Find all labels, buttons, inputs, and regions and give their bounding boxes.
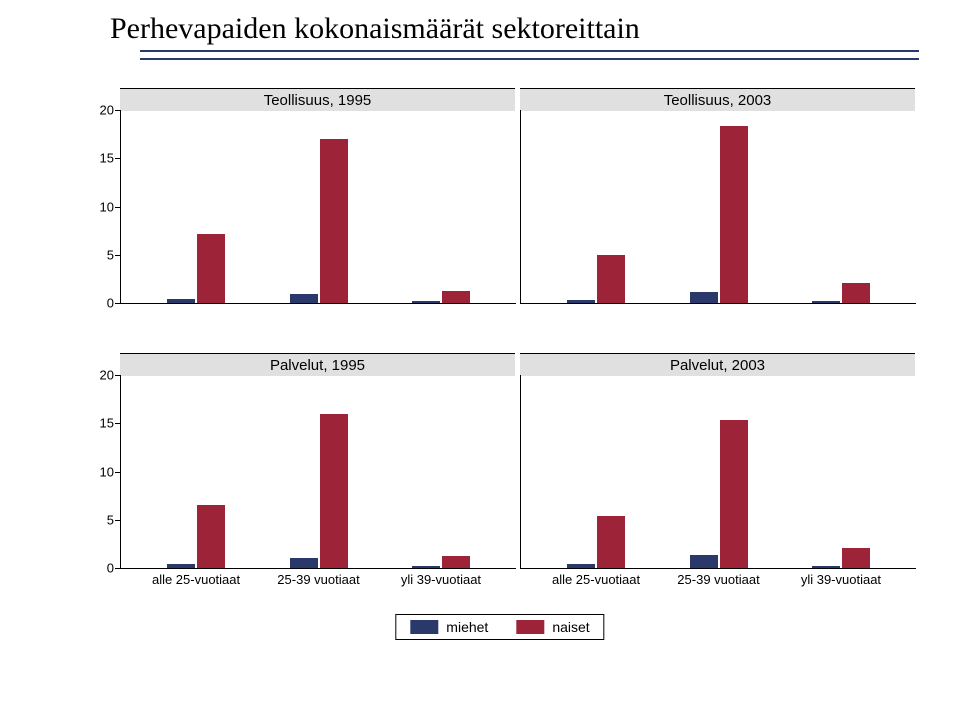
y-tick-mark bbox=[115, 423, 120, 424]
legend-swatch bbox=[410, 620, 438, 634]
bar-women bbox=[197, 505, 225, 568]
bar-women bbox=[442, 291, 470, 303]
y-tick-mark bbox=[115, 568, 120, 569]
bar-men bbox=[690, 292, 718, 303]
bar-women bbox=[442, 556, 470, 568]
x-tick-label: alle 25-vuotiaat bbox=[152, 568, 240, 587]
legend-swatch bbox=[516, 620, 544, 634]
y-tick-mark bbox=[115, 375, 120, 376]
y-tick-mark bbox=[115, 303, 120, 304]
y-tick-label: 20 bbox=[84, 103, 114, 118]
bar-women bbox=[842, 283, 870, 303]
panel-header: Teollisuus, 2003 bbox=[520, 88, 915, 111]
y-tick-label: 15 bbox=[84, 151, 114, 166]
y-tick-label: 5 bbox=[84, 512, 114, 527]
bar-men bbox=[167, 299, 195, 303]
legend-label: miehet bbox=[446, 619, 488, 635]
bar-women bbox=[320, 414, 348, 568]
bar-men bbox=[812, 301, 840, 303]
x-tick-label: yli 39-vuotiaat bbox=[401, 568, 481, 587]
panel-plot: alle 25-vuotiaat25-39 vuotiaatyli 39-vuo… bbox=[520, 375, 916, 569]
bar-women bbox=[597, 255, 625, 303]
legend-item-women: naiset bbox=[516, 619, 589, 635]
legend-item-men: miehet bbox=[410, 619, 488, 635]
bar-men bbox=[290, 294, 318, 303]
bar-women bbox=[197, 234, 225, 303]
y-tick-mark bbox=[115, 110, 120, 111]
panel-plot bbox=[120, 110, 516, 304]
panel-header: Palvelut, 1995 bbox=[120, 353, 515, 376]
y-tick-mark bbox=[115, 158, 120, 159]
panel-plot: alle 25-vuotiaat25-39 vuotiaatyli 39-vuo… bbox=[120, 375, 516, 569]
y-tick-mark bbox=[115, 520, 120, 521]
y-tick-mark bbox=[115, 207, 120, 208]
legend-label: naiset bbox=[552, 619, 589, 635]
bar-women bbox=[320, 139, 348, 303]
panel-header: Teollisuus, 1995 bbox=[120, 88, 515, 111]
y-tick-label: 10 bbox=[84, 199, 114, 214]
y-tick-label: 0 bbox=[84, 296, 114, 311]
page-title: Perhevapaiden kokonaismäärät sektoreitta… bbox=[0, 0, 959, 46]
y-tick-label: 15 bbox=[84, 416, 114, 431]
bar-women bbox=[597, 516, 625, 568]
bar-women bbox=[720, 126, 748, 303]
y-tick-label: 20 bbox=[84, 368, 114, 383]
x-tick-label: yli 39-vuotiaat bbox=[801, 568, 881, 587]
bar-men bbox=[567, 300, 595, 303]
x-tick-label: alle 25-vuotiaat bbox=[552, 568, 640, 587]
bar-women bbox=[720, 420, 748, 568]
y-tick-label: 0 bbox=[84, 561, 114, 576]
title-underline bbox=[0, 46, 959, 60]
y-tick-mark bbox=[115, 255, 120, 256]
y-tick-label: 10 bbox=[84, 464, 114, 479]
legend: miehet naiset bbox=[395, 614, 604, 640]
y-tick-mark bbox=[115, 472, 120, 473]
bar-women bbox=[842, 548, 870, 568]
bar-men bbox=[290, 558, 318, 568]
panel-header: Palvelut, 2003 bbox=[520, 353, 915, 376]
x-tick-label: 25-39 vuotiaat bbox=[277, 568, 359, 587]
y-tick-label: 5 bbox=[84, 247, 114, 262]
chart-area: Teollisuus, 1995 0 5 10 15 20 Teollisuus, 2003… bbox=[70, 88, 930, 648]
panel-plot bbox=[520, 110, 916, 304]
bar-men bbox=[412, 301, 440, 303]
x-tick-label: 25-39 vuotiaat bbox=[677, 568, 759, 587]
bar-men bbox=[690, 555, 718, 568]
